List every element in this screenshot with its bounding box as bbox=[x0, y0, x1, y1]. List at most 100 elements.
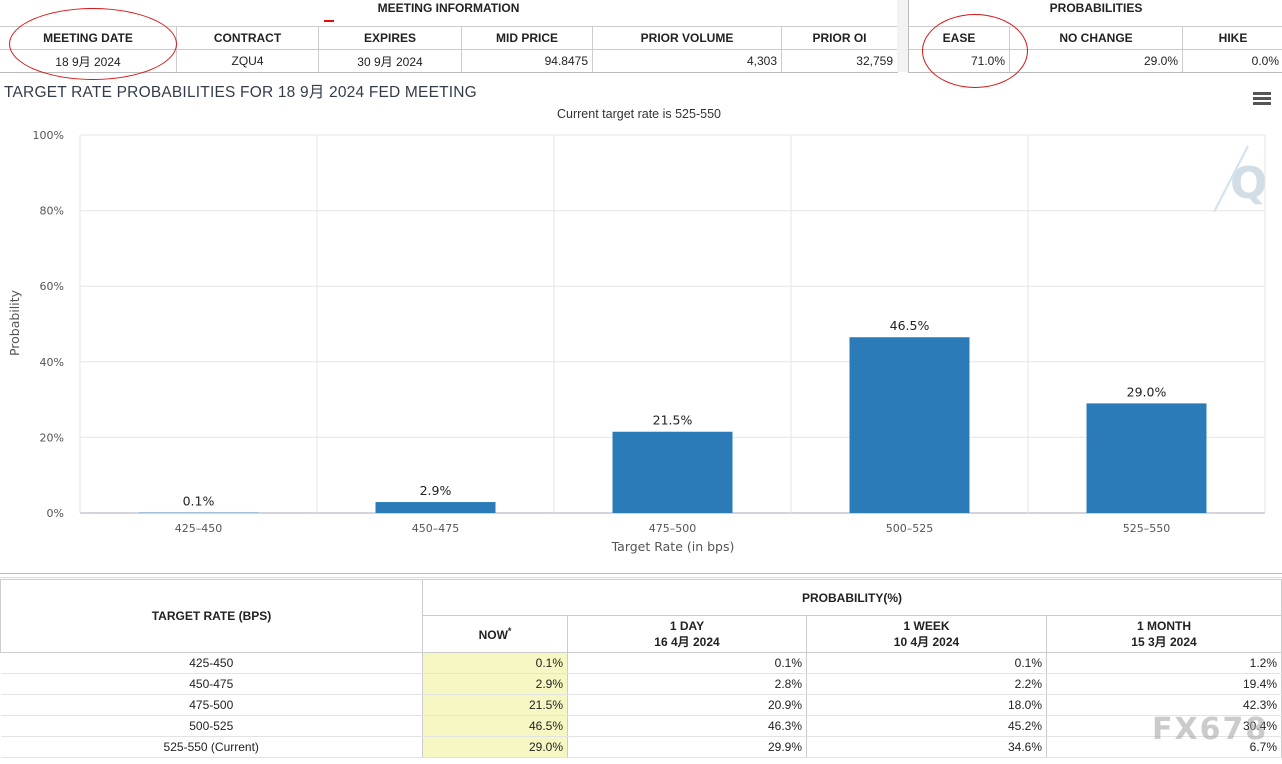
chart-bottom-divider-2 bbox=[0, 577, 1282, 578]
now-cell: 0.1% bbox=[422, 652, 568, 674]
mid-price-value: 94.8475 bbox=[461, 49, 593, 72]
probability-table: TARGET RATE (BPS) PROBABILITY(%) NOW* 1 … bbox=[0, 579, 1282, 758]
header-1-day: 1 DAY 16 4月 2024 bbox=[567, 615, 807, 653]
header-expires: EXPIRES bbox=[318, 27, 462, 50]
data-label: 2.9% bbox=[420, 483, 452, 498]
rate-cell: 475-500 bbox=[0, 694, 423, 716]
probabilities-panel: PROBABILITIES EASE NO CHANGE HIKE 71.0% … bbox=[908, 0, 1282, 73]
no-change-value: 29.0% bbox=[1009, 49, 1183, 72]
x-tick-label: 425–450 bbox=[175, 522, 223, 535]
meeting-information-panel: MEETING INFORMATION MEETING DATE CONTRAC… bbox=[0, 0, 898, 73]
header-ease: EASE bbox=[909, 27, 1010, 50]
data-label: 46.5% bbox=[890, 318, 930, 333]
bar-chart: Q 0% 20% 40% 60% 80% 100% 425–450 450–475 475–5… bbox=[7, 129, 1267, 554]
one-month-cell: 19.4% bbox=[1046, 673, 1282, 695]
one-day-cell: 29.9% bbox=[567, 736, 807, 758]
y-axis-label: Probability bbox=[7, 289, 22, 356]
now-cell: 21.5% bbox=[422, 694, 568, 716]
x-tick-label: 525–550 bbox=[1123, 522, 1171, 535]
rate-cell: 450-475 bbox=[0, 673, 423, 695]
data-label: 21.5% bbox=[653, 413, 693, 428]
one-day-cell: 20.9% bbox=[567, 694, 807, 716]
header-1-month-label: 1 MONTH bbox=[1137, 618, 1191, 633]
header-1-month: 1 MONTH 15 3月 2024 bbox=[1046, 615, 1282, 653]
header-prior-oi: PRIOR OI bbox=[781, 27, 897, 50]
header-hike: HIKE bbox=[1182, 27, 1282, 50]
header-now: NOW* bbox=[422, 615, 568, 653]
header-mid-price: MID PRICE bbox=[461, 27, 593, 50]
table-row: 475-500 21.5% 20.9% 18.0% 42.3% bbox=[0, 694, 1282, 716]
header-probability-group: PROBABILITY(%) bbox=[422, 579, 1282, 616]
probabilities-title: PROBABILITIES bbox=[909, 0, 1282, 27]
y-tick-label: 100% bbox=[33, 129, 64, 142]
header-1-week: 1 WEEK 10 4月 2024 bbox=[806, 615, 1047, 653]
x-tick-label: 450–475 bbox=[412, 522, 460, 535]
header-1-day-label: 1 DAY bbox=[669, 618, 705, 633]
table-row: 525-550 (Current) 29.0% 29.9% 34.6% 6.7% bbox=[0, 736, 1282, 758]
bar[interactable] bbox=[375, 502, 496, 513]
meeting-information-title: MEETING INFORMATION bbox=[0, 0, 897, 27]
y-tick-label: 0% bbox=[47, 507, 64, 520]
contract-value: ZQU4 bbox=[176, 49, 319, 72]
header-meeting-date: MEETING DATE bbox=[0, 27, 177, 50]
bar[interactable] bbox=[612, 431, 733, 513]
header-1-week-date: 10 4月 2024 bbox=[893, 634, 960, 649]
header-1-day-date: 16 4月 2024 bbox=[654, 634, 720, 649]
header-1-week-label: 1 WEEK bbox=[903, 618, 950, 633]
one-day-cell: 46.3% bbox=[567, 715, 807, 737]
header-1-month-date: 15 3月 2024 bbox=[1131, 634, 1197, 649]
x-axis-label: Target Rate (in bps) bbox=[611, 539, 735, 554]
bar[interactable] bbox=[1086, 403, 1207, 513]
one-month-cell: 42.3% bbox=[1046, 694, 1282, 716]
rate-cell: 425-450 bbox=[0, 652, 423, 674]
hike-value: 0.0% bbox=[1251, 54, 1279, 68]
red-annotation-mark bbox=[324, 20, 334, 22]
hamburger-menu-icon[interactable] bbox=[1253, 92, 1271, 106]
now-cell: 2.9% bbox=[422, 673, 568, 695]
one-month-cell: 6.7% bbox=[1046, 736, 1282, 758]
meeting-date-value: 18 9月 2024 bbox=[0, 49, 177, 72]
header-contract: CONTRACT bbox=[176, 27, 319, 50]
expires-value: 30 9月 2024 bbox=[318, 49, 462, 72]
header-now-label: NOW bbox=[478, 628, 508, 642]
watermark: FX678 bbox=[1152, 712, 1269, 747]
prior-oi-value: 32,759 bbox=[856, 54, 893, 68]
meeting-information-table: MEETING DATE CONTRACT EXPIRES MID PRICE … bbox=[0, 27, 897, 72]
y-tick-label: 20% bbox=[40, 431, 64, 444]
header-prior-volume: PRIOR VOLUME bbox=[592, 27, 782, 50]
one-month-cell: 1.2% bbox=[1046, 652, 1282, 674]
one-week-cell: 0.1% bbox=[806, 652, 1047, 674]
q-logo: Q bbox=[1213, 145, 1267, 213]
table-row: 425-450 0.1% 0.1% 0.1% 1.2% bbox=[0, 652, 1282, 674]
table-row: 450-475 2.9% 2.8% 2.2% 19.4% bbox=[0, 673, 1282, 695]
one-week-cell: 2.2% bbox=[806, 673, 1047, 695]
bar[interactable] bbox=[849, 337, 970, 513]
svg-text:Q: Q bbox=[1230, 158, 1267, 209]
prior-volume-value: 4,303 bbox=[592, 49, 782, 72]
chart-bottom-divider bbox=[0, 573, 1282, 574]
chart-subtitle: Current target rate is 525-550 bbox=[557, 107, 721, 121]
probabilities-table: EASE NO CHANGE HIKE 71.0% 29.0% 0.0% bbox=[909, 27, 1282, 72]
table-row: 500-525 46.5% 46.3% 45.2% 30.4% bbox=[0, 715, 1282, 737]
one-day-cell: 0.1% bbox=[567, 652, 807, 674]
one-week-cell: 34.6% bbox=[806, 736, 1047, 758]
one-month-cell: 30.4% bbox=[1046, 715, 1282, 737]
data-label: 29.0% bbox=[1127, 384, 1167, 399]
header-now-mark: * bbox=[507, 626, 512, 636]
rate-cell: 525-550 (Current) bbox=[0, 736, 423, 758]
now-cell: 46.5% bbox=[422, 715, 568, 737]
header-target-rate: TARGET RATE (BPS) bbox=[0, 579, 423, 653]
y-tick-label: 60% bbox=[40, 280, 64, 293]
rate-cell: 500-525 bbox=[0, 715, 423, 737]
data-label: 0.1% bbox=[183, 494, 215, 509]
ease-value: 71.0% bbox=[909, 49, 1010, 72]
now-cell: 29.0% bbox=[422, 736, 568, 758]
y-tick-label: 80% bbox=[40, 205, 64, 218]
panel-separator bbox=[897, 0, 908, 72]
header-no-change: NO CHANGE bbox=[1009, 27, 1183, 50]
x-tick-label: 500–525 bbox=[886, 522, 934, 535]
one-day-cell: 2.8% bbox=[567, 673, 807, 695]
y-tick-label: 40% bbox=[40, 356, 64, 369]
one-week-cell: 45.2% bbox=[806, 715, 1047, 737]
x-tick-label: 475–500 bbox=[649, 522, 697, 535]
